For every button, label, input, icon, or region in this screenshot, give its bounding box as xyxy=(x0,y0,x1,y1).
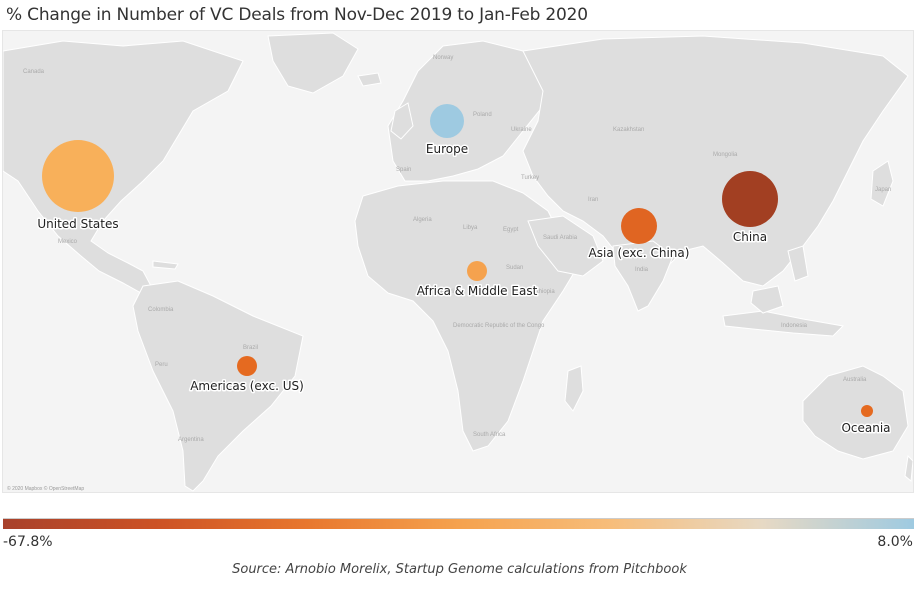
landmass-india xyxy=(612,240,674,312)
bubble-china[interactable] xyxy=(722,171,778,227)
region-label-europe: Europe xyxy=(426,142,468,156)
country-label: Nigeria xyxy=(438,289,458,295)
country-label: Colombia xyxy=(148,307,174,313)
landmass-new-zealand xyxy=(904,454,913,482)
landmass-north-america xyxy=(3,40,244,294)
landmass-australia xyxy=(802,365,909,460)
landmass-uk xyxy=(390,102,414,140)
landmass-greenland xyxy=(267,32,359,94)
region-bubbles[interactable] xyxy=(42,104,873,417)
landmass-africa xyxy=(354,180,579,452)
country-label: Saudi Arabia xyxy=(543,235,578,241)
landmass-asia xyxy=(522,35,909,287)
landmass-indonesia xyxy=(722,310,845,337)
landmass-japan xyxy=(870,160,894,207)
country-label: Australia xyxy=(843,377,867,383)
country-label: Libya xyxy=(463,225,478,231)
bubble-united-states[interactable] xyxy=(42,140,114,212)
country-label: Democratic Republic of the Congo xyxy=(453,323,545,329)
region-labels: United States Europe China Asia (exc. Ch… xyxy=(36,141,892,437)
landmass-south-america xyxy=(132,280,304,492)
country-label: Turkey xyxy=(521,175,539,181)
map-title: % Change in Number of VC Deals from Nov-… xyxy=(6,5,588,25)
country-label: India xyxy=(635,267,649,273)
bubble-asia-exc-china[interactable] xyxy=(621,208,657,244)
country-label: Egypt xyxy=(503,227,519,233)
legend-min-label: -67.8% xyxy=(3,534,53,550)
world-map[interactable]: Canada Mexico Colombia Peru Bolivia Braz… xyxy=(2,30,914,493)
region-label-americas-exc-us: Americas (exc. US) xyxy=(190,379,304,393)
bubble-europe[interactable] xyxy=(430,104,464,138)
country-label: Peru xyxy=(155,362,168,368)
region-label-china: China xyxy=(733,230,767,244)
country-label: Bolivia xyxy=(198,382,216,388)
country-label: South Africa xyxy=(473,432,506,438)
country-label: Mongolia xyxy=(713,152,738,158)
country-label: Ukraine xyxy=(511,127,532,133)
map-attribution: © 2020 Mapbox © OpenStreetMap xyxy=(7,485,84,492)
bubble-oceania[interactable] xyxy=(861,405,873,417)
country-label: Argentina xyxy=(178,437,204,443)
landmass-madagascar xyxy=(564,365,584,412)
region-label-united-states: United States xyxy=(37,217,118,231)
color-legend-gradient xyxy=(3,518,914,529)
legend-max-label: 8.0% xyxy=(877,534,913,550)
source-caption: Source: Arnobio Morelix, Startup Genome … xyxy=(232,562,687,577)
country-label: Spain xyxy=(396,167,411,173)
country-label: Iran xyxy=(588,197,598,203)
country-label: Norway xyxy=(433,55,453,61)
country-labels: Canada Mexico Colombia Peru Bolivia Braz… xyxy=(7,55,891,492)
country-label: Kazakhstan xyxy=(613,127,644,133)
landmass-borneo xyxy=(750,285,784,314)
country-label: Canada xyxy=(23,69,45,75)
bubble-americas-exc-us[interactable] xyxy=(237,356,257,376)
landmass-philippines xyxy=(787,245,809,282)
landmass-europe xyxy=(387,40,549,182)
country-label: Indonesia xyxy=(781,323,808,329)
country-label: Mexico xyxy=(58,239,78,245)
region-label-asia-exc-china: Asia (exc. China) xyxy=(589,246,690,260)
country-label: Japan xyxy=(875,187,891,193)
landmass-caribbean xyxy=(152,260,179,270)
region-label-oceania: Oceania xyxy=(841,421,890,435)
country-label: Poland xyxy=(473,112,492,118)
landmasses xyxy=(3,32,913,492)
landmass-arabia xyxy=(527,215,604,277)
bubble-africa-middle-east[interactable] xyxy=(467,261,487,281)
country-label: Brazil xyxy=(243,345,258,351)
region-label-africa-middle-east: Africa & Middle East xyxy=(417,284,538,298)
country-label: Sudan xyxy=(506,265,523,271)
landmass-iceland xyxy=(357,72,382,87)
country-label: Ethiopia xyxy=(533,289,555,295)
country-label: Algeria xyxy=(413,217,432,223)
